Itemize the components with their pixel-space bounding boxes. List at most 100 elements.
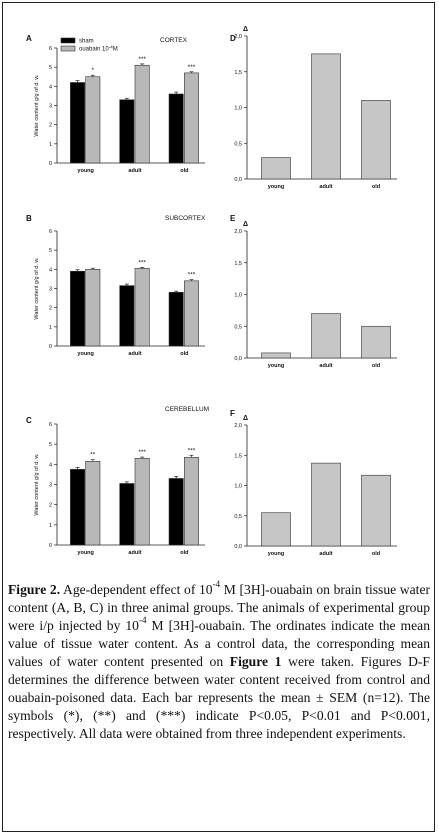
chart-panel-a: A CORTEX 0 1 2 3 4 5 6 Water content g/g of d. w.… (26, 34, 205, 174)
legend-swatch-sham (60, 37, 76, 44)
bar-a-young-ouabain (85, 76, 101, 164)
x-tick-label: adult (319, 551, 332, 557)
panel-letter-c: C (26, 416, 32, 425)
y-tick-label: 2,0 (234, 34, 242, 40)
panel-letter-b: B (26, 214, 32, 223)
y-tick-label: 0,0 (234, 177, 242, 183)
y-tick-label: 2 (49, 306, 52, 312)
panel-region-title-a: CORTEX (160, 37, 188, 44)
panel-letter-e: E (230, 214, 236, 223)
panel-letter-a: A (26, 34, 32, 43)
bar-e-young-delta (261, 352, 291, 359)
x-tick-label: adult (319, 363, 332, 369)
figure-caption: Figure 2. Age-dependent effect of 10-4 M… (8, 579, 430, 743)
bar-e-old-delta (361, 325, 391, 359)
panel-region-title-b: SUBCORTEX (165, 215, 206, 222)
bar-b-young-ouabain (85, 269, 101, 347)
significance-marker: *** (138, 259, 146, 266)
bar-d-old-delta (361, 100, 391, 180)
bar-c-young-ouabain (85, 461, 101, 546)
charts-svg: A CORTEX 0 1 2 3 4 5 6 Water content g/g of d. w.… (26, 26, 397, 557)
y-tick-label: 3 (49, 483, 52, 489)
y-tick-label: 4 (49, 267, 52, 273)
x-tick-label: old (372, 184, 380, 190)
x-tick-label: young (77, 351, 94, 357)
significance-marker: *** (138, 449, 146, 456)
y-tick-label: 0,5 (234, 141, 242, 147)
caption-figure-ref: Figure 1 (229, 654, 282, 669)
x-tick-label: adult (128, 351, 141, 357)
significance-marker: ** (90, 452, 96, 459)
y-axis-label: Δ (243, 221, 248, 228)
legend-swatch-ouabain (60, 45, 76, 52)
bar-d-young-delta (261, 157, 291, 180)
bar-b-young-sham (70, 270, 85, 347)
caption-text-4: were taken. Figures D-F determines the d… (8, 654, 430, 741)
x-tick-label: young (268, 363, 285, 369)
bar-c-adult-ouabain (134, 457, 150, 546)
y-tick-label: 1 (49, 325, 52, 331)
y-tick-label: 0,5 (234, 514, 242, 520)
bar-c-old-ouabain (184, 456, 199, 546)
y-tick-label: 0,0 (234, 544, 242, 550)
y-tick-label: 3 (49, 287, 52, 293)
bar-a-adult-sham (119, 99, 135, 164)
y-tick-label: 2 (49, 503, 52, 509)
y-tick-label: 2 (49, 123, 52, 129)
bar-b-old-ouabain (184, 280, 199, 347)
legend-label-ouabain: ouabain 10-4M (79, 45, 118, 53)
y-tick-label: 5 (49, 65, 52, 71)
y-tick-label: 6 (49, 46, 52, 52)
y-tick-label: 6 (49, 422, 52, 428)
y-axis-label: Water content g/g of d. w. (34, 453, 40, 516)
y-axis-label: Δ (243, 415, 248, 422)
caption-label: Figure 2. (8, 582, 61, 597)
bar-e-adult-delta (311, 313, 341, 359)
bar-c-old-sham (168, 478, 184, 546)
x-tick-label: young (77, 168, 94, 174)
x-tick-label: young (77, 550, 94, 556)
legend-label-sham: sham (79, 39, 94, 45)
x-tick-label: young (268, 184, 285, 190)
x-tick-label: adult (128, 550, 141, 556)
y-tick-label: 0,0 (234, 356, 242, 362)
panel-region-title-c: CEREBELLUM (165, 406, 209, 413)
y-tick-label: 5 (49, 248, 52, 254)
bar-b-adult-ouabain (134, 268, 150, 347)
chart-panel-c: C CEREBELLUM 0 1 2 3 4 5 6 Water content g/g of d… (26, 406, 209, 556)
x-tick-label: adult (128, 168, 141, 174)
y-tick-label: 0 (49, 344, 52, 350)
y-tick-label: 1,5 (234, 70, 242, 76)
y-tick-label: 3 (49, 104, 52, 110)
significance-marker: *** (188, 64, 196, 71)
panel-letter-f: F (230, 409, 235, 418)
significance-marker: * (92, 67, 95, 74)
caption-sup-2: -4 (138, 615, 147, 626)
significance-marker: *** (138, 56, 146, 63)
bar-c-adult-sham (119, 483, 135, 546)
y-tick-label: 0 (49, 543, 52, 549)
x-tick-label: young (268, 551, 285, 557)
significance-marker: *** (188, 447, 196, 454)
bar-b-adult-sham (119, 285, 135, 347)
y-axis-label: Δ (243, 26, 248, 33)
x-tick-label: old (180, 351, 188, 357)
x-tick-label: old (180, 168, 188, 174)
y-tick-label: 5 (49, 442, 52, 448)
y-axis-label: Water content g/g of d. w. (34, 257, 40, 320)
x-tick-label: old (372, 363, 380, 369)
x-tick-label: old (372, 551, 380, 557)
bar-f-old-delta (361, 474, 391, 547)
bar-c-young-sham (70, 469, 85, 546)
caption-sup-1: -4 (212, 579, 221, 590)
caption-text-3: M [3H]-ouabain. The ordinates indicate t… (8, 618, 430, 669)
bar-d-adult-delta (311, 53, 341, 180)
significance-marker: *** (188, 272, 196, 279)
y-tick-label: 1,0 (234, 484, 242, 490)
bar-a-adult-ouabain (134, 64, 150, 164)
chart-panel-b: B SUBCORTEX 0 1 2 3 4 5 6 Water content g/g of d.… (26, 214, 206, 357)
panel-letter-d: D (230, 34, 236, 43)
y-tick-label: 6 (49, 229, 52, 235)
